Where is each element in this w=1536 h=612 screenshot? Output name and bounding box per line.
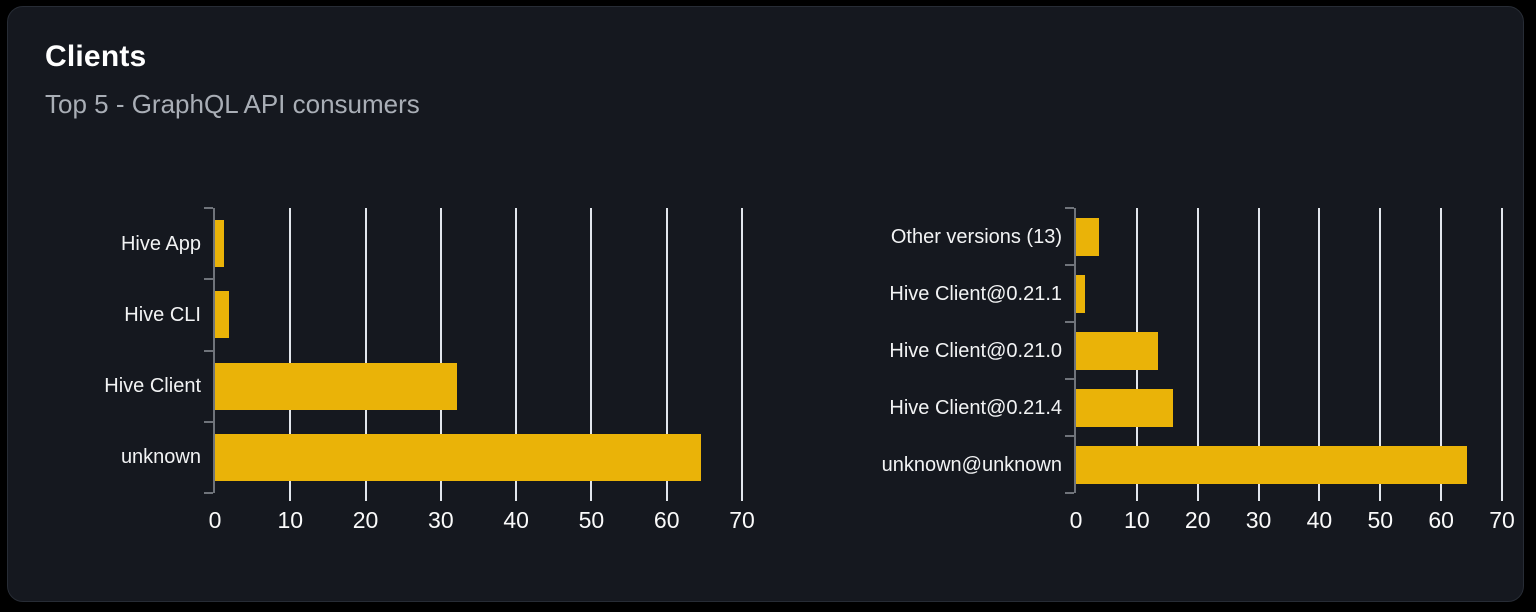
gridline	[590, 208, 593, 501]
x-tick-label: 40	[503, 507, 529, 533]
x-tick-label: 10	[1124, 507, 1150, 533]
bar	[215, 291, 230, 339]
category-label: unknown	[120, 446, 201, 469]
y-axis-tick	[1065, 492, 1074, 494]
bar	[215, 433, 701, 481]
gridline	[515, 208, 518, 501]
client-versions-bar-chart: 0 10 20 30 40 50 60 70 Other versions (13) Hive C…	[882, 207, 1515, 533]
gridline	[289, 208, 292, 501]
gridline	[1196, 208, 1199, 501]
category-label: Hive Client@0.21.4	[889, 396, 1062, 419]
y-axis-line	[213, 208, 215, 493]
category-label: Other versions (13)	[890, 225, 1062, 248]
gridline	[1257, 208, 1260, 501]
x-tick-label: 20	[1184, 507, 1211, 533]
gridline	[665, 208, 668, 501]
x-tick-label: 40	[1306, 507, 1333, 533]
y-axis-tick	[204, 492, 213, 494]
x-tick-label: 0	[208, 507, 222, 533]
y-axis-tick	[204, 420, 213, 423]
bar	[1076, 217, 1099, 256]
category-label: Hive CLI	[124, 303, 201, 326]
y-axis-tick	[1065, 321, 1074, 323]
clients-bar-chart: 0 10 20 30 40 50 60 70 Hive App Hive CLI Hive Clie…	[104, 207, 755, 533]
category-label: unknown@unknown	[881, 453, 1062, 476]
bar	[1076, 331, 1158, 370]
y-axis-line	[1074, 208, 1076, 493]
bar	[215, 362, 458, 410]
gridline	[1440, 208, 1443, 501]
gridline	[364, 208, 367, 501]
clients-card: Clients Top 5 - GraphQL API consumers 0 1…	[7, 6, 1524, 602]
card-title: Clients	[45, 40, 147, 73]
bar	[1076, 388, 1174, 427]
gridline	[1501, 208, 1503, 501]
gridline	[439, 208, 442, 501]
x-tick-label: 70	[1489, 507, 1515, 533]
y-axis-tick	[204, 207, 213, 209]
category-label: Hive App	[120, 232, 201, 255]
bar	[1076, 445, 1468, 484]
x-tick-label: 10	[277, 507, 304, 533]
bar	[1076, 274, 1086, 313]
bar	[215, 220, 225, 268]
y-axis-tick	[204, 278, 213, 281]
y-axis-tick	[1065, 378, 1074, 380]
category-label: Hive Client	[104, 375, 201, 398]
gridline	[741, 208, 743, 501]
x-tick-label: 20	[352, 507, 379, 533]
x-tick-label: 70	[729, 507, 755, 533]
category-label: Hive Client@0.21.0	[889, 339, 1062, 362]
card-subtitle: Top 5 - GraphQL API consumers	[45, 89, 420, 119]
y-axis-tick	[1065, 435, 1074, 437]
x-tick-label: 60	[653, 507, 680, 533]
y-axis-tick	[1065, 207, 1074, 209]
y-axis-tick	[204, 349, 213, 352]
category-label: Hive Client@0.21.1	[889, 282, 1062, 305]
x-tick-label: 30	[1245, 507, 1272, 533]
x-tick-label: 0	[1069, 507, 1083, 533]
gridline	[1379, 208, 1382, 501]
gridline	[1318, 208, 1321, 501]
x-tick-label: 50	[1367, 507, 1394, 533]
x-tick-label: 50	[578, 507, 605, 533]
x-tick-label: 30	[428, 507, 454, 533]
y-axis-tick	[1065, 264, 1074, 266]
x-tick-label: 60	[1428, 507, 1454, 533]
